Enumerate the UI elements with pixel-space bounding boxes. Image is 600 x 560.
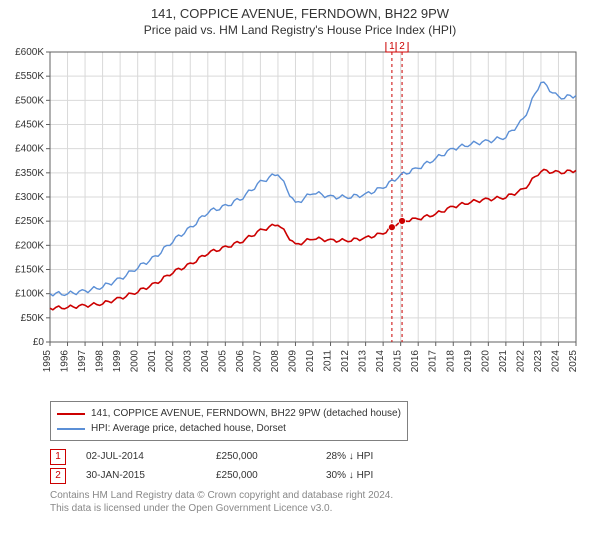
- svg-text:2022: 2022: [515, 350, 526, 373]
- svg-text:2004: 2004: [200, 350, 211, 373]
- svg-text:£50K: £50K: [21, 313, 45, 324]
- svg-text:1997: 1997: [77, 350, 88, 373]
- svg-text:2005: 2005: [217, 350, 228, 373]
- svg-text:£400K: £400K: [15, 144, 44, 155]
- svg-text:£550K: £550K: [15, 72, 44, 83]
- svg-text:2012: 2012: [340, 350, 351, 373]
- svg-text:2002: 2002: [165, 350, 176, 373]
- svg-text:£200K: £200K: [15, 241, 44, 252]
- page: 141, COPPICE AVENUE, FERNDOWN, BH22 9PW …: [0, 0, 600, 560]
- svg-text:2018: 2018: [445, 350, 456, 373]
- legend-row: 141, COPPICE AVENUE, FERNDOWN, BH22 9PW …: [57, 406, 401, 421]
- footer: Contains HM Land Registry data © Crown c…: [50, 489, 600, 515]
- svg-text:2010: 2010: [305, 350, 316, 373]
- legend-row: HPI: Average price, detached house, Dors…: [57, 421, 401, 436]
- legend: 141, COPPICE AVENUE, FERNDOWN, BH22 9PW …: [50, 401, 408, 441]
- svg-text:1998: 1998: [95, 350, 106, 373]
- svg-text:£350K: £350K: [15, 168, 44, 179]
- svg-text:£100K: £100K: [15, 289, 44, 300]
- title-block: 141, COPPICE AVENUE, FERNDOWN, BH22 9PW …: [0, 0, 600, 38]
- svg-text:2016: 2016: [410, 350, 421, 373]
- title-subtitle: Price paid vs. HM Land Registry's House …: [0, 23, 600, 39]
- event-price: £250,000: [216, 447, 306, 466]
- chart-svg: £0 £50K £100K £150K £200K £250K £300K £350K £400…: [0, 42, 586, 392]
- svg-text:2001: 2001: [147, 350, 158, 373]
- svg-text:1: 1: [389, 42, 395, 52]
- svg-text:2023: 2023: [533, 350, 544, 373]
- title-address: 141, COPPICE AVENUE, FERNDOWN, BH22 9PW: [0, 6, 600, 23]
- svg-text:£300K: £300K: [15, 192, 44, 203]
- event-number-box: 2: [50, 468, 66, 484]
- event-table: 1 02-JUL-2014 £250,000 28% ↓ HPI 2 30-JAN-201…: [50, 447, 600, 485]
- svg-text:2007: 2007: [252, 350, 263, 373]
- svg-text:2000: 2000: [130, 350, 141, 373]
- svg-text:2025: 2025: [568, 350, 579, 373]
- svg-text:2: 2: [399, 42, 405, 52]
- svg-text:2020: 2020: [480, 350, 491, 373]
- event-price: £250,000: [216, 466, 306, 485]
- svg-text:2009: 2009: [287, 350, 298, 373]
- svg-text:2011: 2011: [323, 350, 334, 372]
- svg-text:£150K: £150K: [15, 265, 44, 276]
- svg-text:2006: 2006: [235, 350, 246, 373]
- svg-text:£500K: £500K: [15, 96, 44, 107]
- svg-text:1999: 1999: [112, 350, 123, 373]
- svg-text:2024: 2024: [550, 350, 561, 373]
- svg-text:£250K: £250K: [15, 217, 44, 228]
- legend-swatch: [57, 413, 85, 415]
- event-delta: 28% ↓ HPI: [326, 447, 373, 466]
- event-row: 1 02-JUL-2014 £250,000 28% ↓ HPI: [50, 447, 600, 466]
- svg-text:2014: 2014: [375, 350, 386, 373]
- svg-text:1995: 1995: [42, 350, 53, 373]
- footer-line1: Contains HM Land Registry data © Crown c…: [50, 489, 600, 502]
- svg-text:1996: 1996: [60, 350, 71, 373]
- svg-text:£600K: £600K: [15, 47, 44, 58]
- svg-text:2015: 2015: [393, 350, 404, 373]
- svg-text:2019: 2019: [463, 350, 474, 373]
- svg-text:£0: £0: [33, 337, 45, 348]
- svg-text:2003: 2003: [182, 350, 193, 373]
- svg-text:2017: 2017: [428, 350, 439, 373]
- svg-text:2013: 2013: [358, 350, 369, 373]
- legend-label: HPI: Average price, detached house, Dors…: [91, 421, 286, 436]
- svg-text:2021: 2021: [498, 350, 509, 373]
- svg-text:2008: 2008: [270, 350, 281, 373]
- event-number-box: 1: [50, 449, 66, 465]
- legend-label: 141, COPPICE AVENUE, FERNDOWN, BH22 9PW …: [91, 406, 401, 421]
- event-row: 2 30-JAN-2015 £250,000 30% ↓ HPI: [50, 466, 600, 485]
- chart: £0 £50K £100K £150K £200K £250K £300K £350K £400…: [0, 42, 600, 397]
- event-date: 02-JUL-2014: [86, 447, 196, 466]
- legend-swatch: [57, 428, 85, 430]
- event-delta: 30% ↓ HPI: [326, 466, 373, 485]
- event-date: 30-JAN-2015: [86, 466, 196, 485]
- svg-text:£450K: £450K: [15, 120, 44, 131]
- footer-line2: This data is licensed under the Open Gov…: [50, 502, 600, 515]
